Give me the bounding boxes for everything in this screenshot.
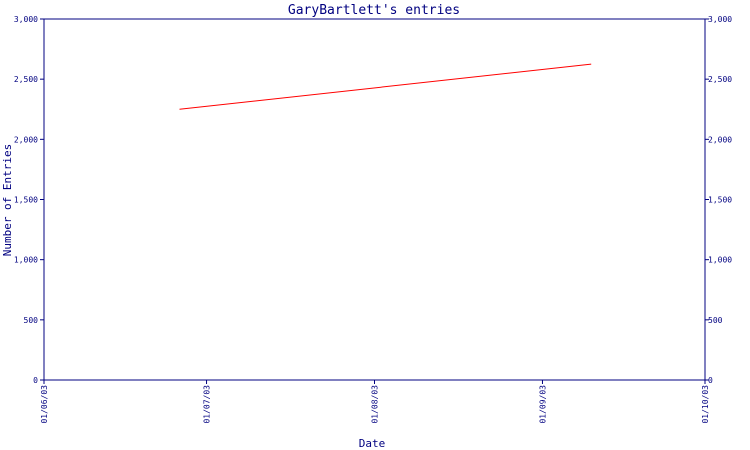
y-tick-label-left: 3,000 bbox=[14, 15, 38, 24]
y-tick-label-left: 0 bbox=[33, 376, 38, 385]
y-tick-label-right: 1,500 bbox=[708, 196, 732, 205]
y-axis-label: Number of Entries bbox=[1, 144, 14, 257]
chart-title: GaryBartlett's entries bbox=[288, 3, 460, 18]
y-tick-label-left: 2,000 bbox=[14, 135, 38, 144]
y-tick-label-right: 0 bbox=[708, 376, 713, 385]
y-tick-label-right: 500 bbox=[708, 316, 723, 325]
y-tick-label-left: 1,500 bbox=[14, 196, 38, 205]
x-tick-label: 01/10/03 bbox=[701, 385, 710, 424]
y-tick-label-left: 1,000 bbox=[14, 256, 38, 265]
y-tick-label-right: 1,000 bbox=[708, 256, 732, 265]
series-line bbox=[179, 63, 592, 110]
y-tick-label-right: 3,000 bbox=[708, 15, 732, 24]
y-tick-label-right: 2,500 bbox=[708, 75, 732, 84]
y-tick-label-left: 500 bbox=[24, 316, 39, 325]
x-tick-label: 01/08/03 bbox=[371, 385, 380, 424]
y-axis-right: 0 500 1,000 1,500 2,000 2,500 3,000 bbox=[705, 15, 732, 385]
x-tick-label: 01/06/03 bbox=[40, 385, 49, 424]
x-axis: 01/06/03 01/07/03 01/08/03 01/09/03 01/10/03 bbox=[40, 380, 710, 424]
y-tick-label-right: 2,000 bbox=[708, 135, 732, 144]
x-tick-label: 01/09/03 bbox=[538, 385, 547, 424]
plot-area-frame bbox=[43, 18, 706, 381]
x-axis-label: Date bbox=[359, 437, 386, 450]
y-axis-left: 0 500 1,000 1,500 2,000 2,500 3,000 bbox=[14, 15, 44, 385]
series-group bbox=[179, 63, 592, 110]
x-tick-label: 01/07/03 bbox=[203, 385, 212, 424]
y-tick-label-left: 2,500 bbox=[14, 75, 38, 84]
